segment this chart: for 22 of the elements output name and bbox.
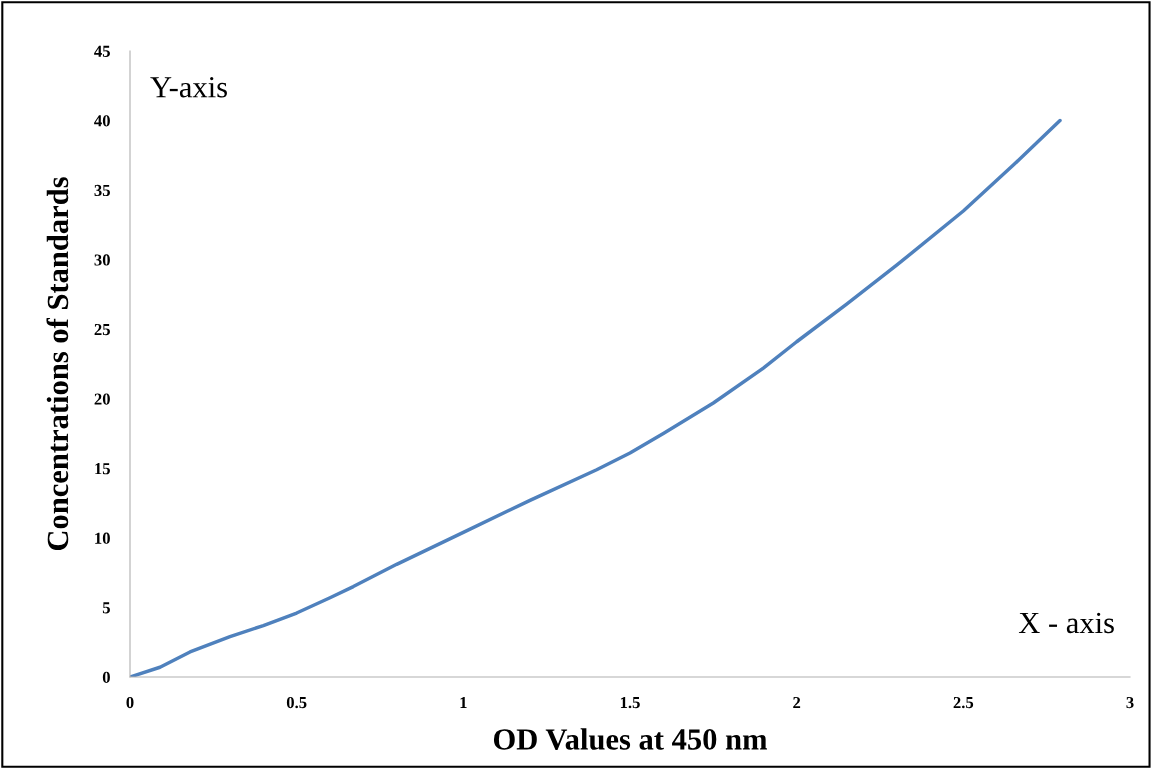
x-axis-title: OD Values at 450 nm <box>493 728 768 750</box>
y-axis-title: Concentrations of Standards <box>46 177 69 551</box>
y-tick-label: 0 <box>102 671 110 683</box>
line-series <box>130 118 1062 677</box>
y-tick-label: 30 <box>94 254 110 266</box>
annotation: X - axis <box>1018 612 1114 634</box>
x-tick-label: 1.5 <box>620 697 640 709</box>
y-tick-label: 5 <box>102 602 110 614</box>
x-tick-label: 0 <box>126 696 134 709</box>
x-tick-label: 2 <box>793 696 801 709</box>
y-tick-label: 35 <box>94 184 110 197</box>
y-tick-label: 25 <box>94 323 110 336</box>
x-tick-label: 1 <box>460 697 467 709</box>
x-tick-label: 0.5 <box>286 696 307 709</box>
x-tick-label: 3 <box>1126 696 1134 709</box>
y-tick-label: 15 <box>95 463 110 475</box>
y-tick-label: 45 <box>94 45 110 57</box>
annotation: Y-axis <box>150 77 227 98</box>
x-tick-label: 2.5 <box>953 696 974 709</box>
y-tick-label: 10 <box>95 532 110 544</box>
y-tick-label: 20 <box>94 393 110 405</box>
y-tick-label: 40 <box>94 115 110 127</box>
